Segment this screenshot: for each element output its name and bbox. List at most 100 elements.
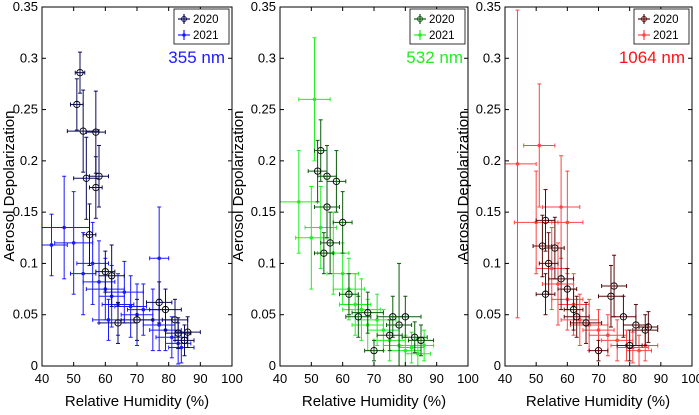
x-tick-label: 80	[622, 371, 636, 386]
data-point-2020-1064nm	[557, 275, 565, 283]
data-point-2020-1064nm	[563, 285, 571, 293]
data-point-2020-532nm	[401, 313, 409, 321]
x-ticks-1064: 40 50 60 70 80 90 100	[498, 7, 699, 386]
data-point-2020-1064nm	[551, 244, 559, 252]
data-point-2020-1064nm	[544, 259, 553, 268]
y-tick-label: 0.25	[251, 102, 276, 117]
legend-marker-2020-1064	[638, 14, 650, 24]
x-axis-label-355: Relative Humidity (%)	[65, 393, 209, 410]
legend-label-2020-1064: 2020	[653, 14, 679, 26]
y-tick-label: 0.15	[251, 204, 276, 219]
data-point-2021-355nm	[49, 243, 54, 247]
plot-area-1064	[504, 9, 659, 367]
x-tick-label: 50	[529, 371, 543, 386]
data-point-2020-532nm	[332, 177, 341, 186]
legend-marker-2021-355	[178, 30, 190, 40]
data-point-2021-355nm	[170, 335, 174, 340]
y-tick-label: 0.25	[13, 102, 38, 117]
data-point-2020-532nm	[345, 290, 353, 298]
data-point-2020-532nm	[370, 346, 378, 355]
x-tick-label: 80	[398, 371, 412, 386]
data-point-2020-355nm	[133, 316, 141, 324]
data-point-2020-1064nm	[538, 242, 547, 250]
y-tick-label: 0.15	[476, 204, 501, 219]
data-point-2020-532nm	[320, 249, 328, 257]
data-point-2021-532nm	[416, 351, 420, 356]
data-point-2020-1064nm	[594, 346, 603, 355]
plot-area-532	[279, 37, 435, 367]
panel-355nm: 40 50 60 70 80 90 100 0 0.05 0.1 0.15 0.2 0.25 0.3 0.…	[13, 0, 243, 410]
wavelength-label-1064: 1064 nm	[619, 48, 685, 67]
data-point-2020-1064nm	[541, 290, 550, 298]
y-tick-label: 0.3	[483, 50, 501, 65]
data-point-2020-355nm	[155, 298, 163, 307]
data-point-2021-532nm	[353, 302, 358, 307]
data-point-2020-355nm	[73, 100, 81, 109]
legend-box-532	[409, 8, 466, 45]
x-tick-label: 70	[367, 371, 381, 386]
plot-area-355	[41, 51, 201, 365]
data-point-2021-532nm	[318, 225, 323, 230]
y-axis-label-355: Aerosol Depolarization	[1, 111, 18, 262]
x-tick-label: 40	[35, 371, 49, 386]
y-tick-label: 0.15	[13, 204, 38, 219]
data-point-2020-532nm	[417, 336, 425, 345]
y-tick-label: 0	[494, 358, 501, 373]
x-tick-label: 100	[221, 371, 243, 386]
data-point-2021-355nm	[71, 241, 76, 245]
y-tick-label: 0.3	[20, 50, 38, 65]
data-point-2021-355nm	[81, 271, 85, 276]
panel-1064nm: 40 50 60 70 80 90 100 0 0.05 0.1 0.15 0.2 0.25 0.3 0.…	[455, 0, 699, 410]
data-point-2020-1064nm	[644, 323, 653, 331]
x-tick-label: 90	[654, 371, 668, 386]
x-tick-label: 90	[193, 371, 207, 386]
data-point-2021-1064nm	[549, 266, 554, 271]
data-point-2020-355nm	[85, 231, 94, 239]
y-tick-label: 0	[31, 358, 38, 373]
data-point-2021-532nm	[409, 345, 414, 350]
y-tick-label: 0.35	[251, 0, 276, 14]
x-tick-label: 100	[457, 371, 479, 386]
data-point-2020-355nm	[180, 336, 189, 345]
data-point-2020-532nm	[364, 309, 372, 317]
legend-355: 2020 2021	[173, 8, 230, 45]
data-point-2021-355nm	[62, 225, 66, 230]
data-point-2021-355nm	[179, 345, 184, 350]
wavelength-label-355: 355 nm	[168, 48, 225, 67]
data-point-2021-1064nm	[606, 333, 610, 338]
x-axis-label-1064: Relative Humidity (%)	[526, 393, 670, 410]
data-point-2021-1064nm	[565, 220, 570, 225]
legend-label-2021-355: 2021	[193, 30, 219, 42]
data-point-2020-1064nm	[582, 319, 590, 327]
y-ticks-1064: 0 0.05 0.1 0.15 0.2 0.25 0.3 0.35	[476, 0, 692, 373]
data-point-2021-532nm	[309, 235, 314, 240]
x-ticks-355: 40 50 60 70 80 90 100	[35, 7, 243, 386]
data-point-2021-532nm	[340, 271, 345, 276]
legend-marker-2021-1064	[638, 30, 650, 40]
legend-marker-symbol	[641, 16, 647, 22]
data-point-2021-532nm	[403, 348, 408, 353]
legend-marker-2020-355	[178, 14, 190, 24]
y-tick-label: 0.1	[258, 255, 276, 270]
data-point-2020-355nm	[82, 174, 90, 182]
data-point-2020-1064nm	[632, 321, 640, 329]
data-point-2020-355nm	[92, 183, 100, 192]
data-point-2021-355nm	[97, 280, 101, 284]
legend-label-2020-532: 2020	[429, 14, 455, 26]
data-point-2020-355nm	[101, 267, 109, 276]
data-point-2021-1064nm	[596, 328, 601, 332]
data-point-2021-532nm	[381, 328, 386, 332]
data-point-2021-532nm	[297, 200, 301, 204]
data-point-2020-532nm	[326, 239, 334, 247]
data-point-2021-1064nm	[559, 205, 563, 209]
y-tick-label: 0.05	[13, 307, 38, 322]
data-point-2021-355nm	[122, 290, 127, 294]
y-tick-label: 0.2	[20, 153, 38, 168]
data-point-2020-1064nm	[619, 313, 628, 321]
y-tick-label: 0.2	[483, 153, 501, 168]
data-point-2021-1064nm	[537, 143, 542, 148]
data-point-2021-1064nm	[587, 323, 591, 327]
x-tick-label: 70	[130, 371, 144, 386]
y-tick-label: 0.35	[13, 0, 38, 14]
